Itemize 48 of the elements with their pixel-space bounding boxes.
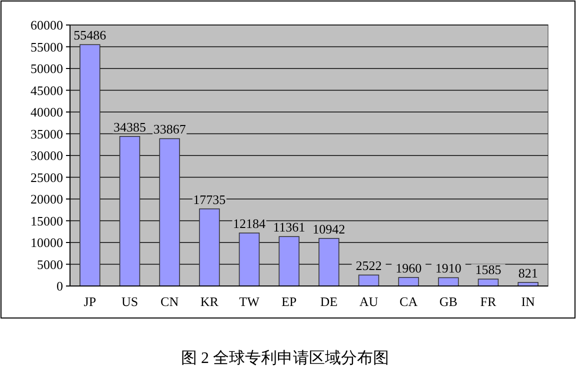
x-tick-label: CN	[160, 294, 180, 309]
data-label: 34385	[114, 119, 146, 134]
data-label: 17735	[193, 192, 226, 207]
y-tick-label: 15000	[30, 213, 63, 228]
bar	[159, 138, 180, 286]
data-label: 1585	[475, 262, 502, 278]
data-label: 2522	[356, 258, 382, 274]
text: 图 2 全球专利申请区域分布图	[181, 349, 389, 367]
x-tick-label: US	[121, 294, 138, 309]
bar	[278, 236, 300, 286]
data-label: 11361	[273, 220, 306, 235]
bar	[318, 238, 340, 286]
bar	[478, 278, 499, 286]
bar	[80, 44, 100, 286]
x-tick-label: AU	[359, 294, 379, 309]
x-tick-label: IN	[521, 294, 536, 309]
y-tick-label: 50000	[30, 61, 63, 76]
x-tick-label: GB	[439, 294, 458, 309]
y-tick-label: 25000	[30, 170, 63, 185]
y-tick-label: 0	[56, 278, 63, 294]
data-label: 55486	[74, 28, 107, 43]
data-label: 1960	[396, 260, 422, 276]
x-tick-label: EP	[281, 294, 297, 309]
x-tick-label: TW	[239, 294, 260, 309]
y-tick-label: 55000	[30, 39, 63, 54]
bar	[199, 208, 220, 286]
data-label: 10942	[312, 221, 346, 236]
x-tick-label: JP	[84, 294, 96, 309]
x-tick-label: CA	[400, 294, 418, 309]
bar	[398, 277, 419, 286]
data-label: 821	[518, 265, 538, 280]
y-tick-label: 30000	[30, 148, 63, 164]
x-tick-label: KR	[200, 294, 219, 309]
bar	[119, 136, 140, 286]
y-tick-label: 60000	[30, 18, 63, 33]
y-tick-label: 10000	[30, 235, 63, 250]
data-label: 12184	[233, 216, 266, 231]
bar	[358, 274, 380, 286]
y-tick-label: 5000	[37, 256, 63, 272]
y-tick-label: 20000	[30, 192, 63, 207]
data-label: 1910	[435, 260, 462, 276]
y-tick-label: 45000	[30, 82, 63, 98]
bar	[238, 232, 260, 286]
data-label: 33867	[153, 122, 186, 137]
y-tick-label: 40000	[30, 104, 63, 120]
x-tick-label: FR	[480, 294, 497, 309]
y-tick-label: 35000	[30, 126, 63, 142]
x-tick-label: DE	[320, 294, 338, 309]
